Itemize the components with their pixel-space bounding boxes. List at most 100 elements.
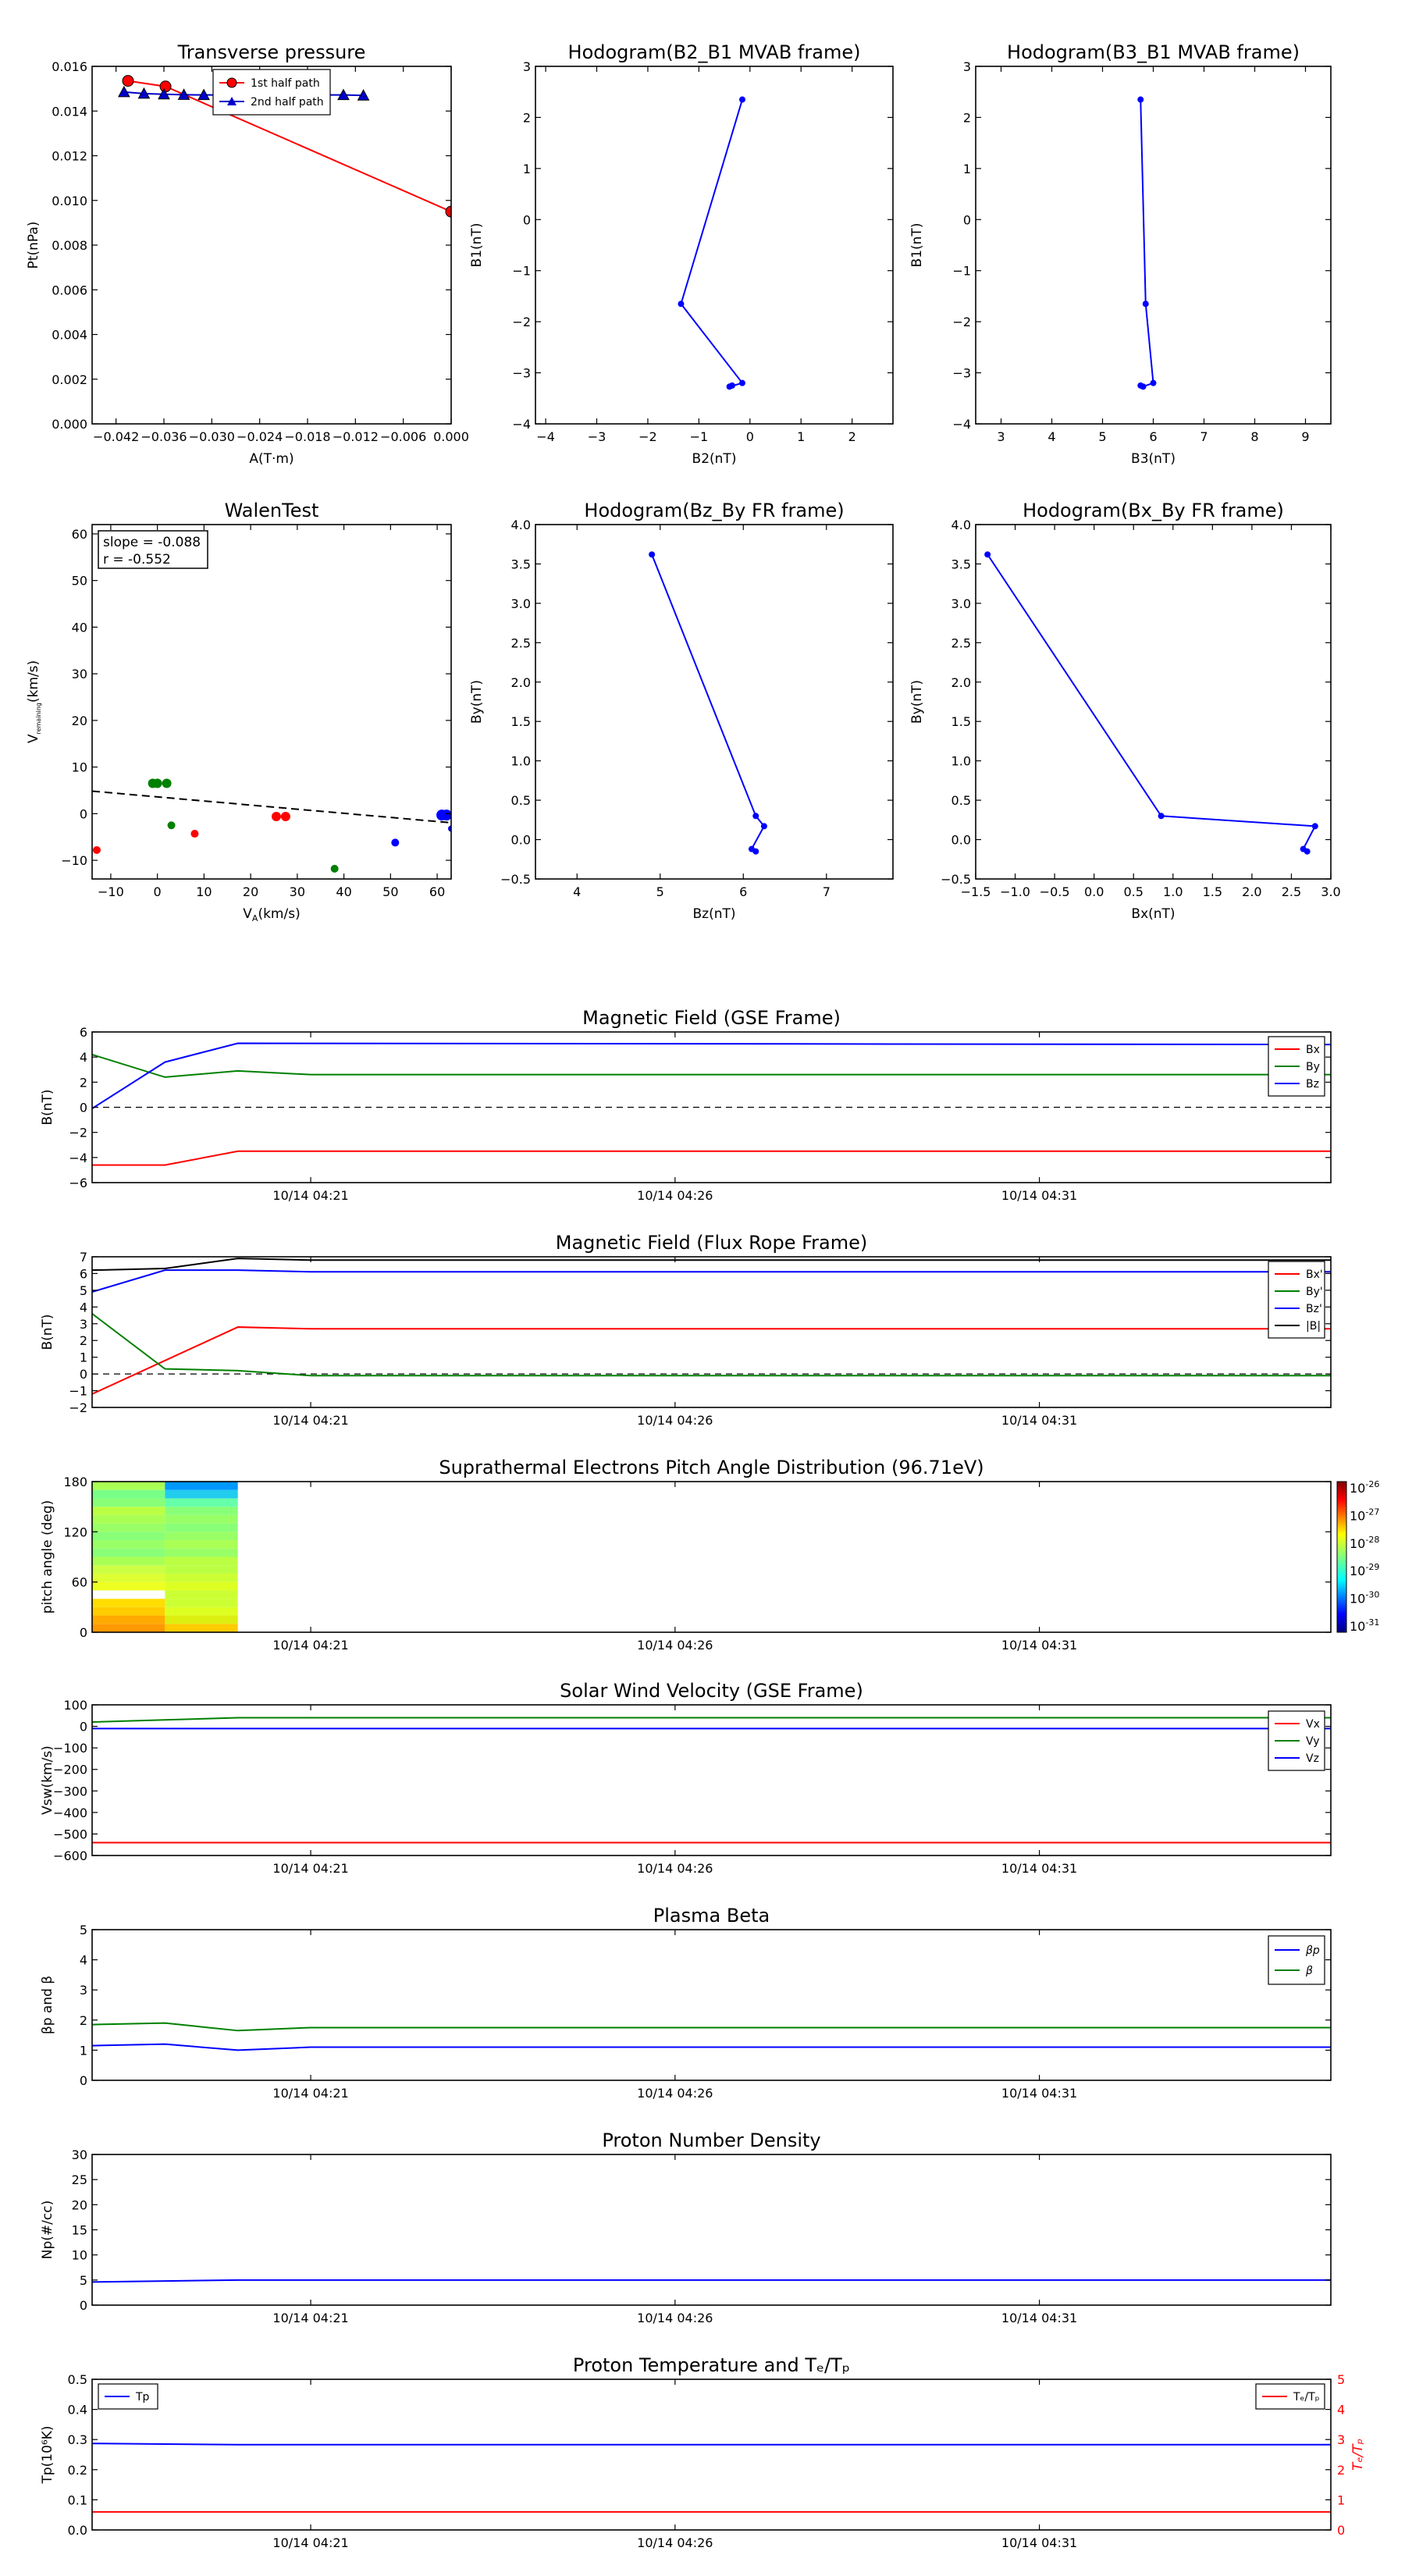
series-line-Tp xyxy=(92,2443,1331,2446)
y-tick-label: 0.0 xyxy=(68,2523,87,2538)
legend-label: Bz xyxy=(1306,1078,1319,1091)
heatmap-cell xyxy=(165,1557,238,1566)
x-tick-label: 10/14 04:21 xyxy=(272,2086,348,2101)
y-tick-label: 1.5 xyxy=(951,714,971,729)
y-tick-label: 0 xyxy=(80,1367,87,1382)
x-axis-label-main: B3(nT) xyxy=(1131,451,1176,467)
y-tick-label: −0.5 xyxy=(500,872,531,887)
chart-h2: Hodogram(B3_B1 MVAB frame) −4 −3 −2 −1 0 1 2 3 3 4… xyxy=(909,41,1332,467)
heatmap-cell xyxy=(165,1514,238,1524)
x-tick-label: −0.030 xyxy=(189,429,235,444)
y-tick-label: −4 xyxy=(512,417,531,432)
y-right-tick-label: 3 xyxy=(1337,2432,1345,2447)
plot-area xyxy=(1137,96,1157,390)
y-axis-label-main: Tp(10⁶K) xyxy=(40,2425,55,2484)
x-tick-label: 4 xyxy=(573,884,581,899)
heatmap-cell xyxy=(92,1523,165,1532)
heatmap-cell xyxy=(165,1624,238,1632)
y-tick-label: −2 xyxy=(69,1126,87,1140)
x-tick-label: −2 xyxy=(638,429,657,444)
y-tick-label: 2 xyxy=(523,110,531,125)
x-tick-label: −0.012 xyxy=(333,429,379,444)
x-tick-label: 10/14 04:31 xyxy=(1001,2535,1077,2550)
heatmap-cell xyxy=(165,1523,238,1532)
x-tick-label: 5 xyxy=(656,884,664,899)
y-tick-label: −2 xyxy=(512,315,531,329)
colorbar-label: 10-28 xyxy=(1350,1535,1379,1551)
x-tick-label: 40 xyxy=(336,884,351,899)
y-right-tick-label: 5 xyxy=(1337,2372,1345,2387)
series-line-Bz xyxy=(92,1042,1331,1109)
y-right-axis-label: Tₑ/Tₚ xyxy=(1350,2439,1366,2471)
y-tick-label: −4 xyxy=(952,417,971,432)
x-tick-label: 10/14 04:26 xyxy=(637,1413,713,1428)
legend-label: 1st half path xyxy=(251,77,320,90)
y-axis-label: B1(nT) xyxy=(469,223,485,268)
x-tick-label: −1 xyxy=(690,429,709,444)
y-tick-label: 0 xyxy=(80,2073,87,2088)
heatmap-cell xyxy=(165,1532,238,1541)
y-tick-label: 10 xyxy=(72,760,87,775)
data-point xyxy=(728,382,735,389)
heatmap-cell xyxy=(92,1606,165,1616)
x-tick-label: −3 xyxy=(588,429,606,444)
chart-h1: Hodogram(B2_B1 MVAB frame) −4 −3 −2 −1 0 1 2 3 −4… xyxy=(469,41,894,467)
data-point xyxy=(92,845,101,854)
plot-frame xyxy=(91,524,452,880)
plot-area xyxy=(92,1482,238,1632)
y-tick-label: 20 xyxy=(72,2197,87,2212)
x-tick-label: 7 xyxy=(823,884,831,899)
x-axis-label: A(T·m) xyxy=(249,451,293,467)
x-tick-label: 10/14 04:31 xyxy=(1001,2086,1077,2101)
plot-frame xyxy=(975,66,1332,425)
y-tick-label: 50 xyxy=(72,574,87,589)
y-tick-label: 2.5 xyxy=(511,635,531,650)
legend-box xyxy=(212,69,331,116)
y-axis-label-main: βp and β xyxy=(40,1976,55,2034)
y-axis-label-main: pitch angle (deg) xyxy=(40,1500,55,1614)
data-point xyxy=(158,87,170,100)
x-tick-label: 3.0 xyxy=(1321,884,1340,899)
x-tick-label: 10/14 04:21 xyxy=(272,1188,348,1203)
chart-title: WalenTest xyxy=(225,500,319,521)
series-line-β xyxy=(92,2022,1331,2032)
heatmap-cell xyxy=(165,1615,238,1624)
series-line-0 xyxy=(651,553,766,852)
y-tick-label: 0.000 xyxy=(52,417,87,432)
chart-title: Proton Temperature and Tₑ/Tₚ xyxy=(573,2354,850,2376)
heatmap-cell xyxy=(92,1489,165,1499)
colorbar-base: 10 xyxy=(1350,1508,1365,1523)
y-tick-label: 0.0 xyxy=(511,833,531,848)
y-axis-label-main: B(nT) xyxy=(40,1314,55,1350)
data-point xyxy=(137,87,151,99)
fit-line xyxy=(92,790,451,824)
x-tick-label: 2 xyxy=(848,429,856,444)
annotation-text: slope = -0.088 xyxy=(103,535,201,550)
colorbar-base: 10 xyxy=(1350,1619,1365,1634)
y-tick-label: 0.4 xyxy=(68,2403,87,2418)
series-line-βp xyxy=(92,2043,1331,2051)
x-tick-label: 10/14 04:26 xyxy=(637,2535,713,2550)
heatmap-cell xyxy=(92,1498,165,1507)
y-tick-label: 0.1 xyxy=(68,2492,87,2507)
x-tick-label: −4 xyxy=(536,429,555,444)
x-axis-label-main: V xyxy=(243,906,252,922)
x-tick-label: 10/14 04:21 xyxy=(272,1861,348,1876)
plot-frame xyxy=(91,1929,1332,2081)
data-point xyxy=(190,830,199,838)
legend-label: 2nd half path xyxy=(251,96,324,109)
y-tick-label: 3 xyxy=(80,1983,87,1998)
data-point xyxy=(1158,813,1165,820)
heatmap-cell xyxy=(92,1573,165,1582)
legend-label: Vy xyxy=(1306,1735,1320,1748)
legend-marker xyxy=(227,97,237,105)
data-point xyxy=(159,80,172,93)
y-axis-label-sub: remaining xyxy=(35,703,42,734)
data-point xyxy=(177,88,190,100)
y-tick-label: 4 xyxy=(80,1300,87,1315)
y-axis-label-main: Np(#/cc) xyxy=(40,2201,55,2259)
series-line-0 xyxy=(92,2279,1331,2283)
data-point xyxy=(649,551,656,558)
x-tick-label: 4 xyxy=(1048,429,1055,444)
